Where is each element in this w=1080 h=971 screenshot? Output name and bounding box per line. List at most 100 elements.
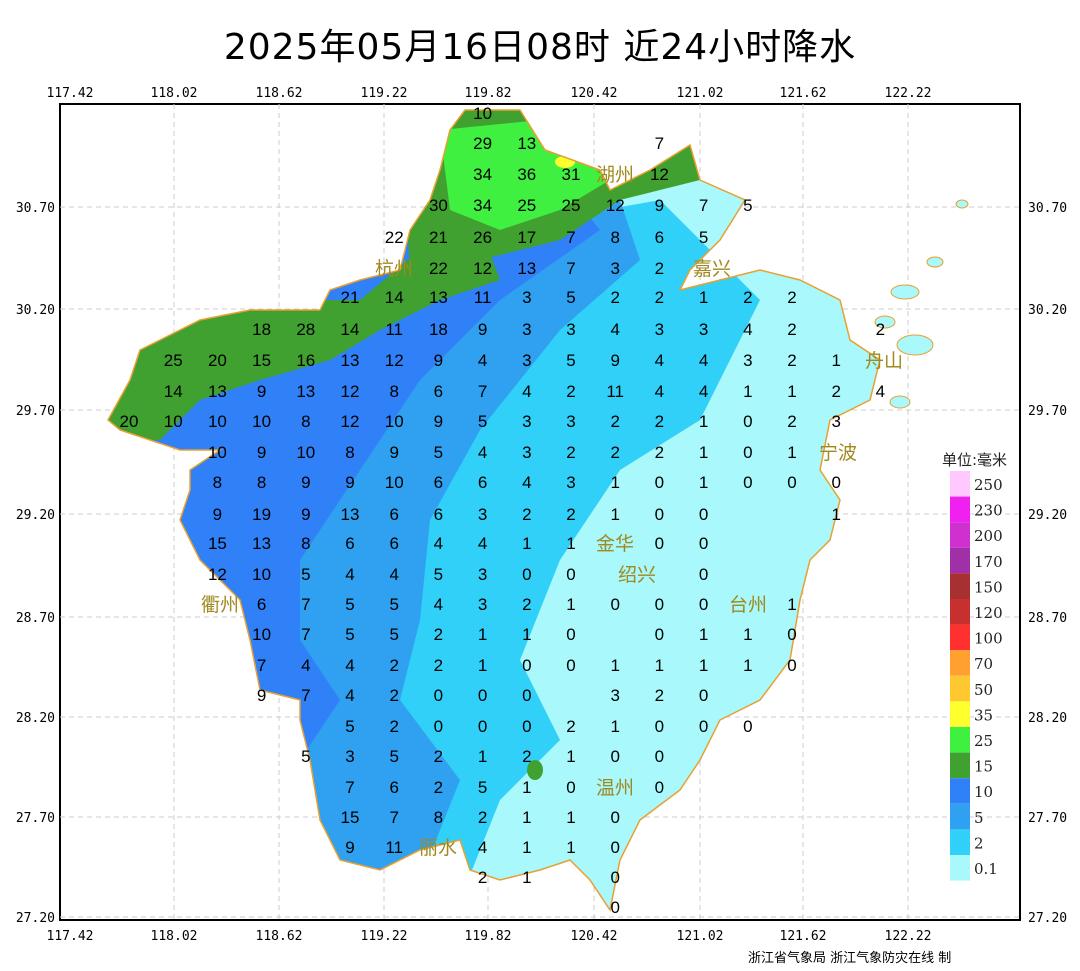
station-value: 9 — [257, 382, 266, 401]
station-value: 0 — [787, 656, 796, 675]
lat-tick-right: 27.20 — [1028, 911, 1067, 926]
station-value: 6 — [655, 228, 664, 247]
station-value: 34 — [473, 165, 492, 184]
station-value: 11 — [474, 288, 492, 307]
lat-tick-right: 27.70 — [1028, 811, 1067, 826]
station-value: 19 — [252, 505, 271, 524]
station-value: 0 — [566, 778, 575, 797]
city-label-wenzhou: 温州 — [596, 777, 634, 799]
legend-label: 2 — [974, 834, 984, 852]
station-value: 5 — [434, 565, 443, 584]
station-value: 5 — [301, 747, 310, 766]
station-value: 3 — [522, 443, 531, 462]
station-value: 2 — [434, 625, 443, 644]
station-value: 1 — [610, 656, 619, 675]
station-value: 0 — [743, 717, 752, 736]
station-value: 0 — [699, 686, 708, 705]
station-value: 9 — [345, 838, 354, 857]
station-value: 0 — [566, 625, 575, 644]
station-value: 0 — [610, 747, 619, 766]
station-value: 2 — [610, 412, 619, 431]
lon-tick-bottom: 120.42 — [571, 929, 618, 944]
station-value: 4 — [434, 595, 443, 614]
station-value: 5 — [566, 288, 575, 307]
legend-swatch — [950, 599, 970, 625]
legend-swatch — [950, 573, 970, 599]
lat-tick-right: 30.20 — [1028, 303, 1067, 318]
station-value: 0 — [743, 412, 752, 431]
station-value: 0 — [655, 747, 664, 766]
station-value: 7 — [301, 686, 310, 705]
station-value: 1 — [566, 595, 575, 614]
legend-label: 120 — [974, 604, 1003, 622]
station-value: 2 — [434, 656, 443, 675]
city-labels: 湖州 嘉兴 杭州 绍兴 宁波 舟山 金华 衢州 台州 丽水 温州 — [201, 164, 903, 859]
station-value: 0 — [655, 717, 664, 736]
station-value: 8 — [257, 473, 266, 492]
station-value: 6 — [434, 505, 443, 524]
station-value: 2 — [743, 288, 752, 307]
lat-tick-left: 30.70 — [16, 201, 55, 216]
lat-tick-right: 28.20 — [1028, 711, 1067, 726]
station-value: 13 — [252, 534, 271, 553]
legend: 单位:毫米 250 230 200 170 150 120 100 70 50 35 25 15 10 5… — [942, 451, 1007, 881]
legend-swatch — [950, 778, 970, 804]
station-value: 34 — [473, 196, 492, 215]
station-value: 3 — [743, 351, 752, 370]
station-value: 1 — [699, 288, 708, 307]
station-value: 0 — [743, 443, 752, 462]
station-value: 1 — [699, 656, 708, 675]
station-value: 8 — [345, 443, 354, 462]
station-value: 0 — [787, 473, 796, 492]
station-value: 2 — [522, 595, 531, 614]
station-value: 1 — [478, 625, 487, 644]
legend-label: 35 — [974, 706, 993, 724]
station-value: 9 — [257, 443, 266, 462]
station-value: 25 — [517, 196, 536, 215]
lon-tick-bottom: 121.62 — [780, 929, 827, 944]
legend-swatch — [950, 701, 970, 727]
lat-tick-left: 27.70 — [16, 811, 55, 826]
station-value: 1 — [478, 747, 487, 766]
station-value: 5 — [389, 595, 398, 614]
footer-credit: 浙江省气象局 浙江气象防灾在线 制 — [748, 951, 952, 966]
station-value: 3 — [610, 259, 619, 278]
station-value: 1 — [831, 351, 840, 370]
islands — [874, 199, 969, 409]
station-value: 0 — [655, 534, 664, 553]
legend-swatch — [950, 727, 970, 753]
lon-tick-top: 117.42 — [47, 86, 94, 101]
lat-tick-left: 28.20 — [16, 711, 55, 726]
station-value: 21 — [429, 228, 448, 247]
station-value: 4 — [655, 351, 664, 370]
city-label-ningbo: 宁波 — [819, 442, 857, 464]
station-value: 2 — [655, 259, 664, 278]
city-label-hangzhou: 杭州 — [375, 258, 413, 280]
station-value: 0 — [655, 473, 664, 492]
station-value: 0 — [699, 534, 708, 553]
lon-tick-bottom: 119.82 — [465, 929, 512, 944]
legend-label: 15 — [974, 758, 993, 776]
station-value: 1 — [566, 534, 575, 553]
station-value: 1 — [699, 412, 708, 431]
station-value: 13 — [517, 259, 536, 278]
station-value: 29 — [473, 134, 492, 153]
station-value: 2 — [610, 443, 619, 462]
station-value: 0 — [699, 565, 708, 584]
station-value: 12 — [606, 196, 625, 215]
lat-tick-left: 27.20 — [16, 911, 55, 926]
axis-ticks: 117.42 117.42 118.02 118.02 118.62 118.62 119.… — [16, 86, 1067, 944]
lon-tick-bottom: 121.02 — [677, 929, 724, 944]
legend-swatch — [950, 471, 970, 497]
station-value: 2 — [787, 412, 796, 431]
city-label-quzhou: 衢州 — [201, 594, 239, 616]
station-value: 28 — [296, 320, 315, 339]
station-value: 21 — [341, 288, 360, 307]
city-label-huzhou: 湖州 — [596, 164, 634, 186]
station-value: 5 — [389, 747, 398, 766]
station-value: 7 — [566, 228, 575, 247]
rain-15-area — [108, 200, 500, 440]
station-value: 2 — [389, 686, 398, 705]
station-value: 1 — [699, 625, 708, 644]
station-value: 3 — [610, 686, 619, 705]
